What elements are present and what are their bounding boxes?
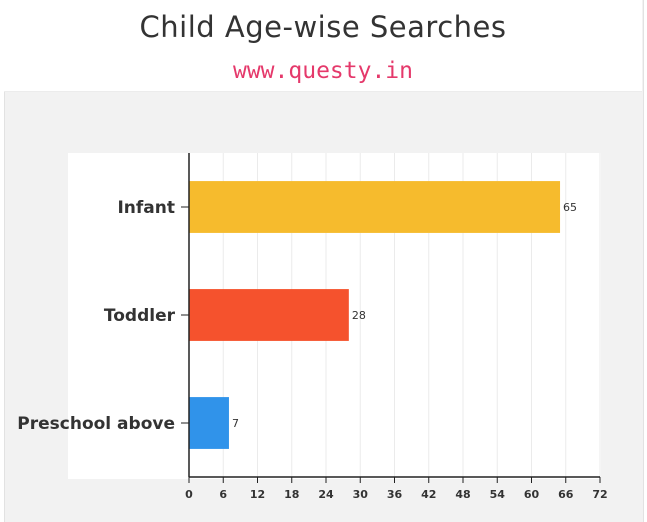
x-tick-label: 72 — [592, 488, 607, 501]
x-tick-label: 60 — [524, 488, 540, 501]
axes — [181, 153, 601, 483]
data-label: 65 — [563, 201, 577, 214]
x-tick-label: 6 — [219, 488, 227, 501]
bar-infant — [189, 181, 561, 233]
x-tick-label: 66 — [558, 488, 574, 501]
data-label: 28 — [352, 309, 366, 322]
category-label: Toddler — [104, 306, 176, 326]
chart-header: Child Age-wise Searches www.questy.in — [4, 0, 642, 92]
bar-toddler — [189, 289, 349, 341]
x-tick-label: 36 — [387, 488, 403, 501]
category-label: Preschool above — [17, 414, 175, 434]
bars — [189, 181, 561, 449]
data-label: 7 — [232, 417, 239, 430]
x-tick-label: 42 — [421, 488, 436, 501]
chart-subtitle: www.questy.in — [232, 58, 413, 84]
x-tick-label: 0 — [185, 488, 193, 501]
x-tick-label: 24 — [318, 488, 334, 501]
x-tick-label: 54 — [490, 488, 506, 501]
labels: 65 Infant 28 Toddler 7 Preschool above 0 6 12 18 2… — [17, 198, 607, 501]
x-tick-label: 30 — [353, 488, 369, 501]
category-label: Infant — [117, 198, 175, 218]
x-tick-label: 12 — [250, 488, 265, 501]
chart-title: Child Age-wise Searches — [139, 10, 507, 44]
x-tick-label: 18 — [284, 488, 299, 501]
x-tick-label: 48 — [455, 488, 470, 501]
bar-preschool-above — [189, 397, 229, 449]
